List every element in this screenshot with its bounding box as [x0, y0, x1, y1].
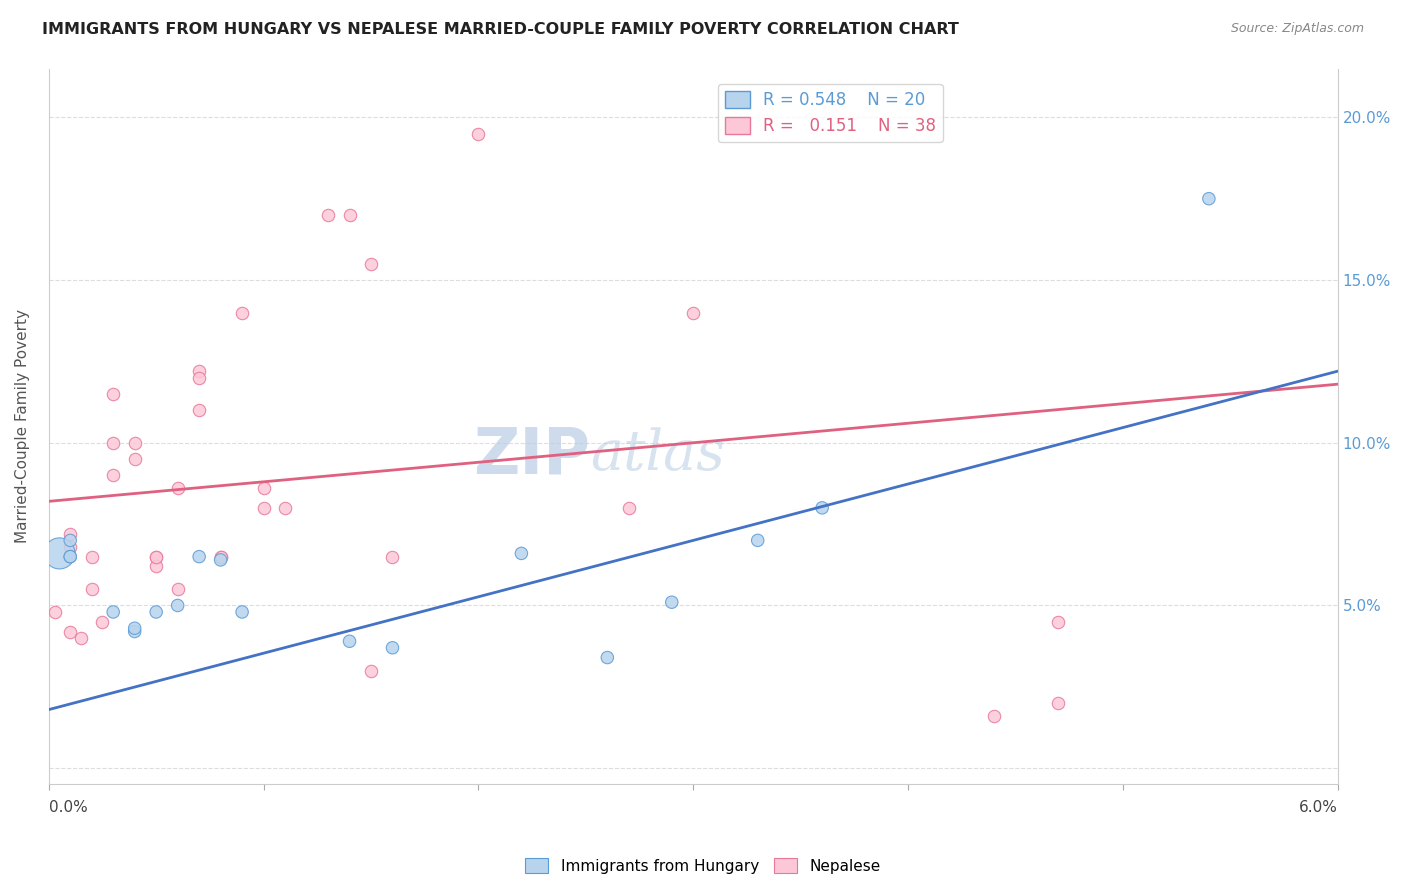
Point [59, 624, 82, 639]
Text: 0.0%: 0.0% [49, 800, 87, 815]
Point [70, 631, 93, 645]
Point [316, 208, 339, 222]
Point [617, 500, 640, 515]
Point [166, 582, 188, 597]
Point [682, 305, 704, 319]
Point [360, 664, 382, 678]
Text: 6.0%: 6.0% [1299, 800, 1337, 815]
Point [166, 599, 188, 613]
Point [124, 452, 146, 467]
Point [381, 640, 404, 655]
Point [252, 500, 274, 515]
Point [231, 605, 253, 619]
Point [274, 500, 297, 515]
Point [188, 403, 211, 417]
Point [145, 549, 167, 564]
Point [145, 605, 167, 619]
Point [747, 533, 769, 548]
Legend: Immigrants from Hungary, Nepalese: Immigrants from Hungary, Nepalese [519, 852, 887, 880]
Point [467, 127, 489, 141]
Point [59, 533, 82, 548]
Point [360, 257, 382, 271]
Point [1047, 615, 1070, 629]
Text: Source: ZipAtlas.com: Source: ZipAtlas.com [1230, 22, 1364, 36]
Point [983, 709, 1005, 723]
Point [339, 208, 361, 222]
Point [124, 624, 146, 639]
Legend: R = 0.548    N = 20, R =   0.151    N = 38: R = 0.548 N = 20, R = 0.151 N = 38 [718, 84, 943, 142]
Point [103, 435, 125, 450]
Point [124, 621, 146, 635]
Point [596, 650, 619, 665]
Point [381, 549, 404, 564]
Point [103, 468, 125, 483]
Point [209, 549, 232, 564]
Point [124, 435, 146, 450]
Point [661, 595, 683, 609]
Point [59, 549, 82, 564]
Point [339, 634, 361, 648]
Point [80, 549, 103, 564]
Point [103, 605, 125, 619]
Point [145, 559, 167, 574]
Point [59, 540, 82, 554]
Point [59, 527, 82, 541]
Point [91, 615, 114, 629]
Text: IMMIGRANTS FROM HUNGARY VS NEPALESE MARRIED-COUPLE FAMILY POVERTY CORRELATION CH: IMMIGRANTS FROM HUNGARY VS NEPALESE MARR… [42, 22, 959, 37]
Point [44, 605, 66, 619]
Point [231, 305, 253, 319]
Point [103, 387, 125, 401]
Point [811, 500, 834, 515]
Point [252, 481, 274, 495]
Point [166, 481, 188, 495]
Point [1047, 696, 1070, 710]
Point [209, 553, 232, 567]
Y-axis label: Married-Couple Family Poverty: Married-Couple Family Poverty [15, 310, 30, 543]
Point [188, 549, 211, 564]
Point [1198, 192, 1220, 206]
Point [188, 364, 211, 378]
Point [145, 549, 167, 564]
Text: atlas: atlas [591, 428, 725, 483]
Point [188, 370, 211, 384]
Point [209, 549, 232, 564]
Text: ZIP: ZIP [474, 424, 591, 486]
Point [59, 549, 82, 564]
Point [80, 582, 103, 597]
Point [510, 546, 533, 560]
Point [48, 546, 70, 560]
